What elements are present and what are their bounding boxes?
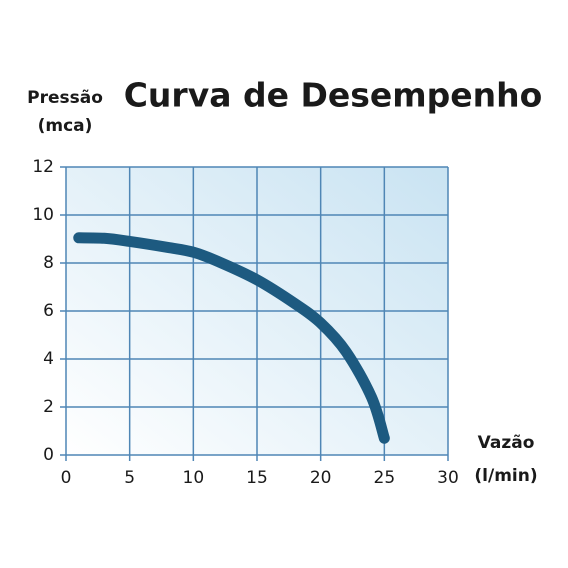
x-axis-label: Vazão <box>478 433 535 453</box>
y-tick-label: 6 <box>43 301 54 321</box>
y-tick-label: 10 <box>32 205 54 225</box>
x-tick-label: 5 <box>124 468 135 488</box>
y-tick-label: 12 <box>32 157 54 177</box>
y-axis-unit: (mca) <box>38 116 93 136</box>
x-tick-label: 30 <box>437 468 459 488</box>
y-tick-label: 0 <box>43 445 54 465</box>
y-axis-label: Pressão <box>27 88 103 108</box>
x-tick-label: 0 <box>61 468 72 488</box>
performance-curve <box>73 232 390 444</box>
chart-title: Curva de Desempenho <box>124 76 543 115</box>
y-tick-label: 2 <box>43 397 54 417</box>
x-tick-label: 20 <box>310 468 332 488</box>
y-tick-label: 8 <box>43 253 54 273</box>
y-tick-label: 4 <box>43 349 54 369</box>
x-tick-label: 10 <box>183 468 205 488</box>
x-axis-unit: (l/min) <box>474 466 537 486</box>
x-tick-label: 15 <box>246 468 268 488</box>
x-tick-label: 25 <box>374 468 396 488</box>
